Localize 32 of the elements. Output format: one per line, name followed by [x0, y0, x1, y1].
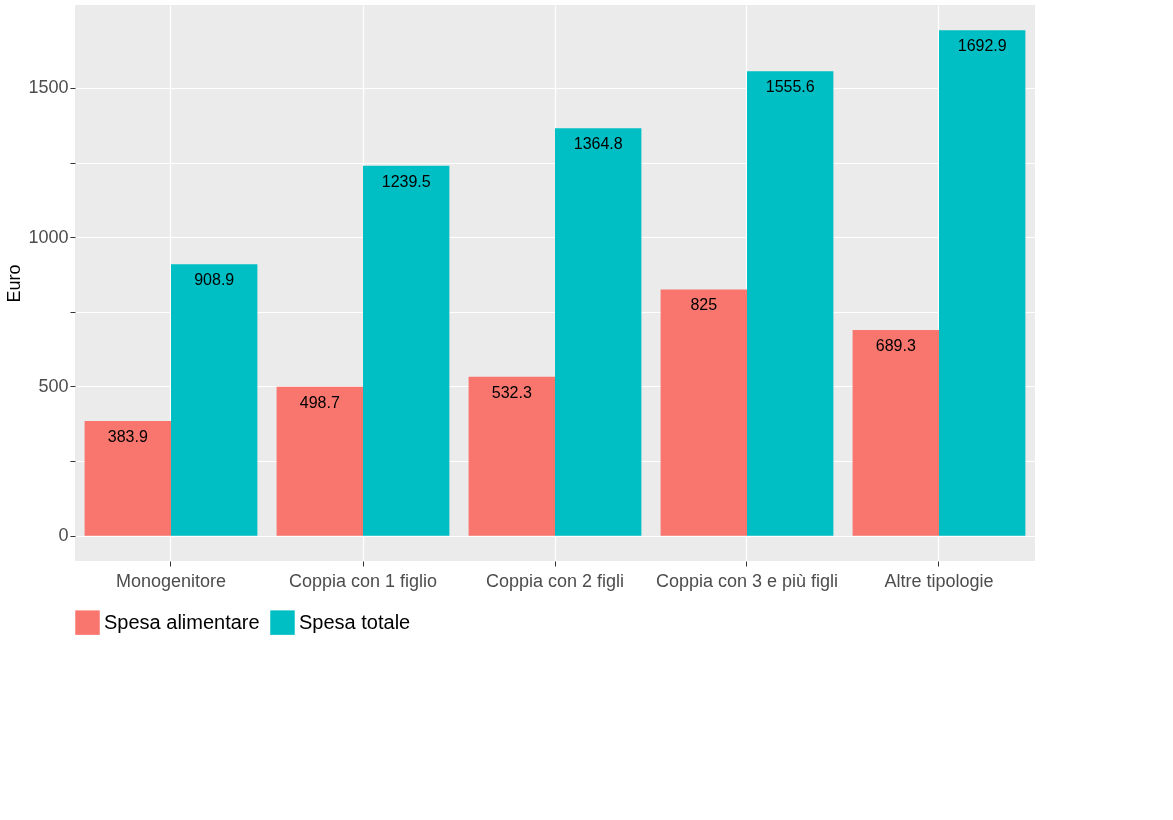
- y-tick-label: 500: [38, 375, 69, 396]
- x-tick-label: Coppia con 1 figlio: [288, 570, 438, 591]
- data-label: 1555.6: [765, 78, 815, 96]
- data-label: 1239.5: [381, 172, 431, 190]
- data-label: 1364.8: [573, 135, 623, 153]
- y-tick-label: 1500: [28, 77, 69, 98]
- x-tick-label: Monogenitore: [115, 570, 227, 591]
- y-tick-label: 0: [58, 525, 69, 546]
- x-tick-label: Coppia con 2 figli: [485, 570, 625, 591]
- bar: [747, 71, 834, 536]
- bar: [84, 421, 171, 536]
- data-label: 908.9: [194, 271, 235, 289]
- bar: [468, 376, 555, 536]
- bar: [555, 128, 642, 536]
- y-tick-label: 1000: [28, 226, 69, 247]
- bar: [852, 329, 939, 536]
- legend-label: Spesa alimentare: [104, 610, 260, 633]
- bar: [171, 264, 258, 536]
- bar: [363, 165, 450, 536]
- data-label: 532.3: [491, 383, 532, 401]
- legend-label: Spesa totale: [299, 610, 411, 633]
- bar: [660, 289, 747, 536]
- y-axis-title: Euro: [4, 264, 25, 303]
- data-label: 498.7: [299, 393, 340, 411]
- data-label: 383.9: [107, 428, 148, 446]
- bar: [276, 386, 363, 536]
- data-label: 1692.9: [957, 37, 1007, 55]
- bar: [939, 30, 1026, 536]
- data-label: 825: [690, 296, 718, 314]
- x-tick-label: Altre tipologie: [884, 570, 994, 591]
- x-tick-label: Coppia con 3 e più figli: [655, 570, 839, 591]
- data-label: 689.3: [875, 336, 916, 354]
